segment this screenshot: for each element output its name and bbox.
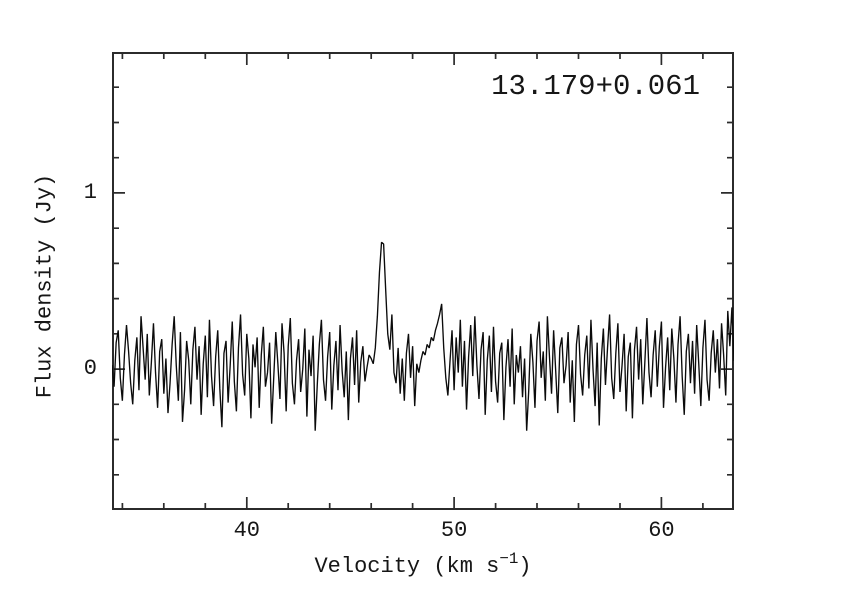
source-label: 13.179+0.061 [491,70,700,103]
x-axis-title-close: ) [518,554,532,579]
axis-ticks [113,53,733,509]
y-tick-label: 1 [83,179,97,205]
y-tick-label: 0 [83,356,97,382]
x-tick-label: 50 [440,518,468,543]
plot-frame [112,52,734,510]
x-tick-label: 60 [648,518,675,543]
x-axis-title-text: Velocity (km s [314,554,500,579]
spectrum-trace [112,241,734,431]
x-axis-title-superscript: −1 [499,550,519,569]
y-axis-title: Flux density (Jy) [32,173,58,399]
plot-area [112,52,734,510]
x-tick-label: 40 [233,518,260,543]
x-axis-title: Velocity (km s−1) [314,550,532,580]
